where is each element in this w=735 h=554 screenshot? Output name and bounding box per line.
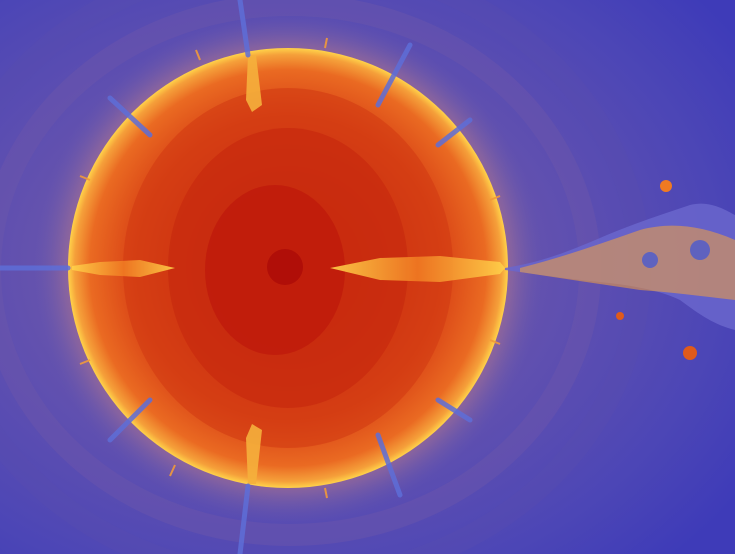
right-filament-cloud [505,180,735,360]
inner-lobes [123,88,453,448]
outer-filaments [0,0,473,554]
right-spike [330,256,505,282]
top-spike [246,55,262,112]
left-spike [72,260,175,277]
rim-ticks [79,37,501,499]
bottom-spike [246,424,262,484]
